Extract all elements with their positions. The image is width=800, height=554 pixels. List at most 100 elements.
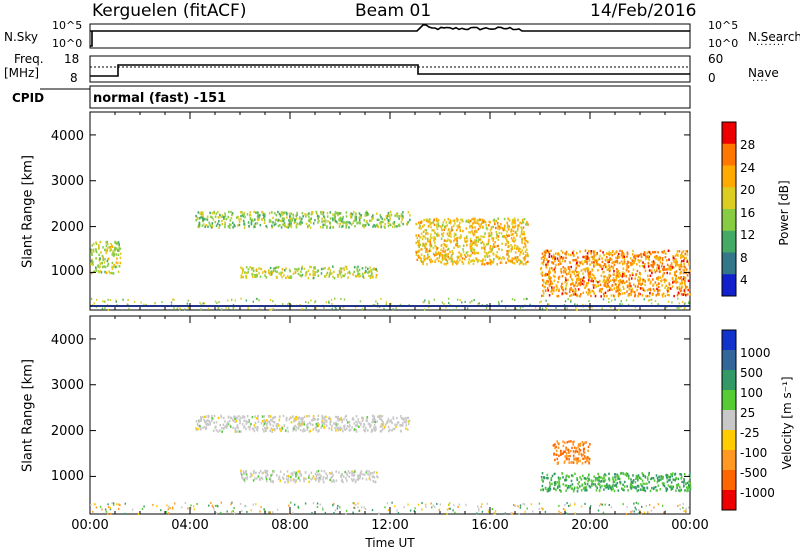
- power-cell: [646, 251, 648, 255]
- velocity-cell: [328, 472, 331, 475]
- velocity-cell: [249, 425, 251, 428]
- power-cell: [324, 223, 326, 226]
- power-cell: [430, 233, 432, 236]
- power-cell: [295, 226, 298, 229]
- power-cell: [569, 273, 572, 276]
- velocity-cell: [263, 415, 266, 418]
- power-cell: [570, 283, 572, 286]
- velocity-cell: [283, 424, 286, 428]
- power-cell: [102, 246, 104, 249]
- power-cell: [276, 218, 278, 221]
- power-cell: [292, 216, 295, 219]
- power-cell: [95, 269, 98, 272]
- power-cell: [263, 216, 265, 219]
- power-cell: [665, 284, 667, 288]
- power-cell: [432, 221, 434, 224]
- power-cbar-tick-8: 8: [740, 251, 748, 265]
- power-cell: [261, 210, 263, 214]
- velocity-noise-cell: [220, 511, 222, 514]
- velocity-noise-cell: [332, 504, 334, 507]
- velocity-cell: [256, 429, 259, 432]
- power-cell: [521, 239, 523, 243]
- velocity-cell: [579, 442, 582, 445]
- power-noise-cell: [625, 299, 628, 302]
- velocity-cell: [639, 488, 642, 491]
- velocity-noise-cell: [635, 501, 638, 504]
- power-cell: [583, 280, 585, 283]
- power-cell: [428, 249, 431, 253]
- power-cell: [681, 259, 683, 263]
- velocity-cell: [279, 427, 281, 431]
- velocity-cell: [583, 486, 586, 489]
- velocity-cell: [292, 415, 294, 418]
- power-ytick-3000: 3000: [50, 174, 84, 189]
- power-cell: [664, 278, 666, 281]
- power-cell: [317, 269, 319, 273]
- power-cell: [429, 259, 431, 262]
- power-cell: [105, 244, 108, 247]
- power-cell: [498, 257, 500, 261]
- power-noise-cell: [331, 307, 333, 310]
- velocity-cell: [348, 475, 351, 478]
- power-cell: [568, 270, 571, 273]
- power-cell: [548, 272, 550, 276]
- velocity-noise-cell: [219, 512, 221, 515]
- velocity-cell: [640, 477, 642, 480]
- power-cell: [551, 257, 554, 260]
- power-cell: [571, 270, 573, 274]
- velocity-cell: [241, 475, 243, 478]
- power-cell: [588, 271, 591, 275]
- power-cell: [470, 240, 472, 243]
- vel-cbar-tick-m500: -500: [740, 466, 768, 480]
- velocity-cell: [582, 450, 585, 453]
- power-cell: [629, 257, 632, 260]
- power-noise-cell: [529, 303, 531, 306]
- power-cell: [589, 270, 592, 274]
- velocity-cell: [257, 414, 259, 418]
- velocity-cell: [583, 451, 586, 454]
- velocity-noise-cell: [425, 505, 427, 508]
- xtick-2000: 20:00: [571, 518, 609, 533]
- velocity-cell: [388, 420, 391, 423]
- velocity-cell: [587, 449, 589, 453]
- power-cell: [686, 260, 688, 263]
- power-cell: [664, 294, 667, 298]
- power-cell: [626, 263, 628, 266]
- velocity-cell: [355, 415, 358, 418]
- velocity-cell: [329, 417, 332, 421]
- power-cell: [363, 224, 365, 227]
- velocity-cell: [565, 457, 568, 461]
- velocity-noise-cell: [107, 512, 109, 515]
- velocity-cell: [323, 416, 325, 420]
- power-cell: [118, 247, 120, 250]
- power-cell: [617, 252, 620, 256]
- power-cell: [393, 221, 396, 224]
- power-cell: [508, 219, 511, 222]
- power-cell: [622, 273, 624, 276]
- power-cell: [565, 273, 568, 276]
- power-cell: [579, 250, 581, 253]
- power-noise-cell: [127, 299, 129, 301]
- power-cell: [249, 266, 251, 269]
- power-cell: [471, 243, 474, 246]
- velocity-cell: [338, 428, 341, 431]
- power-cell: [507, 253, 509, 256]
- velocity-cell: [564, 477, 567, 480]
- power-cell: [238, 220, 241, 224]
- velocity-cell: [578, 481, 580, 484]
- velocity-cell: [243, 426, 245, 429]
- power-cell: [648, 251, 651, 254]
- velocity-noise-cell: [192, 505, 195, 508]
- velocity-cell: [603, 488, 605, 491]
- velocity-cell: [367, 422, 370, 425]
- power-cell: [343, 221, 346, 224]
- velocity-cell: [236, 424, 239, 427]
- vel-cbar-tick-1000: 1000: [740, 346, 771, 360]
- velocity-cell: [650, 477, 652, 481]
- power-cell: [654, 281, 657, 284]
- velocity-cell: [234, 429, 237, 432]
- power-noise-cell: [540, 300, 542, 303]
- power-cell: [617, 280, 620, 283]
- power-cell: [97, 265, 99, 268]
- velocity-cell: [302, 417, 304, 420]
